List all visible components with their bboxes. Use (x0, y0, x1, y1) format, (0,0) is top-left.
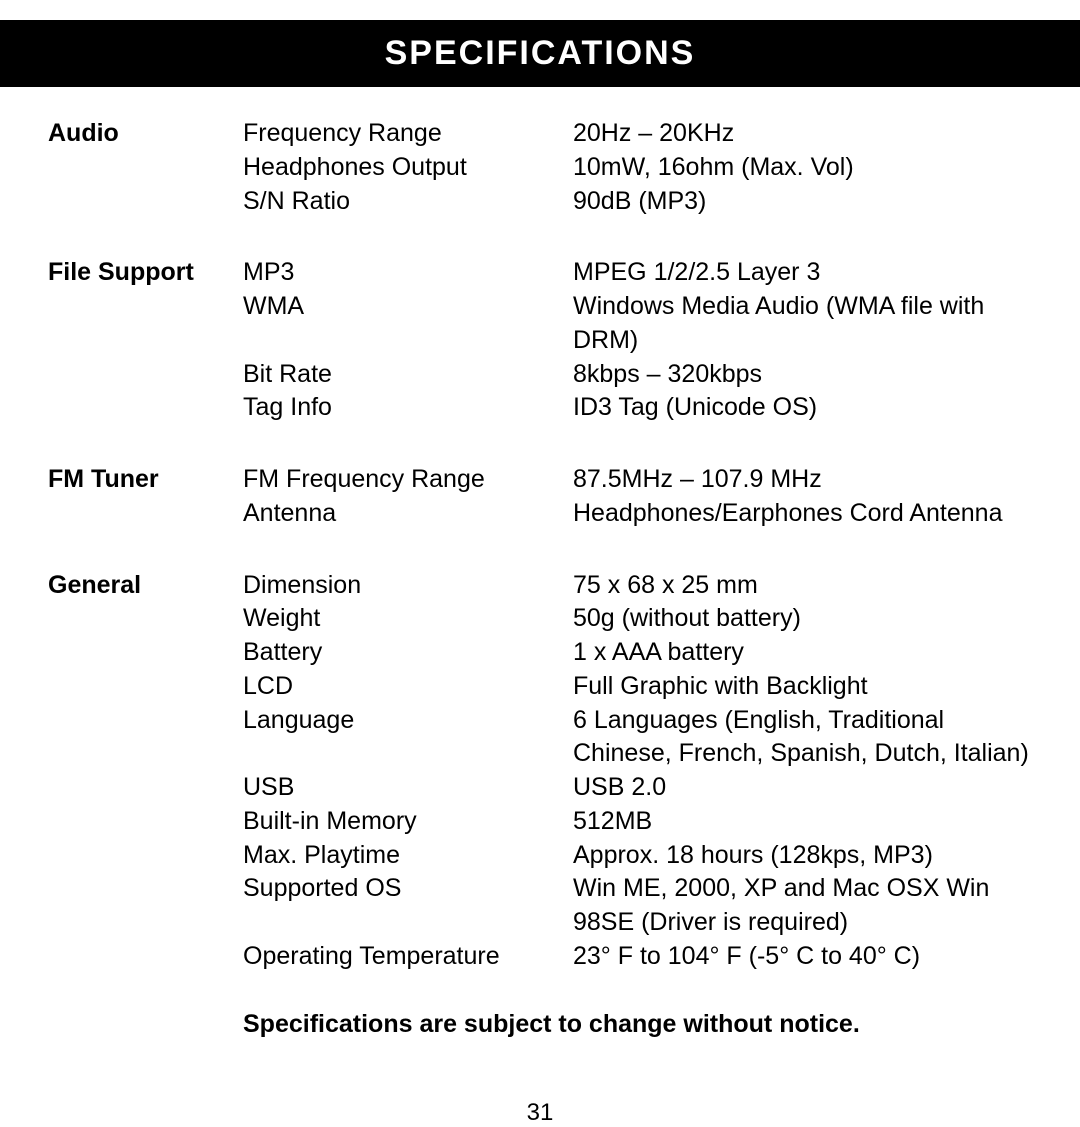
table-row: Headphones Output10mW, 16ohm (Max. Vol) (48, 151, 1032, 185)
param-cell: S/N Ratio (243, 185, 573, 219)
spec-table: AudioFrequency Range20Hz – 20KHzHeadphon… (48, 117, 1032, 974)
param-cell: LCD (243, 670, 573, 704)
value-cell: 512MB (573, 805, 1032, 839)
value-cell: ID3 Tag (Unicode OS) (573, 391, 1032, 425)
page-title-bar: SPECIFICATIONS (0, 20, 1080, 87)
table-row: AntennaHeadphones/Earphones Cord Antenna (48, 497, 1032, 531)
category-cell (48, 636, 243, 670)
value-cell: Win ME, 2000, XP and Mac OSX Win 98SE (D… (573, 872, 1032, 940)
param-cell: Frequency Range (243, 117, 573, 151)
param-cell: MP3 (243, 256, 573, 290)
table-row: Supported OSWin ME, 2000, XP and Mac OSX… (48, 872, 1032, 940)
param-cell: Tag Info (243, 391, 573, 425)
category-cell: General (48, 569, 243, 603)
table-row: Weight50g (without battery) (48, 602, 1032, 636)
value-cell: MPEG 1/2/2.5 Layer 3 (573, 256, 1032, 290)
category-cell (48, 185, 243, 219)
value-cell: 75 x 68 x 25 mm (573, 569, 1032, 603)
table-row: AudioFrequency Range20Hz – 20KHz (48, 117, 1032, 151)
category-cell (48, 290, 243, 358)
category-cell: FM Tuner (48, 463, 243, 497)
page-number: 31 (48, 1039, 1032, 1127)
value-cell: 1 x AAA battery (573, 636, 1032, 670)
category-cell (48, 940, 243, 974)
table-row: GeneralDimension75 x 68 x 25 mm (48, 569, 1032, 603)
value-cell: 50g (without battery) (573, 602, 1032, 636)
category-cell (48, 839, 243, 873)
table-row: S/N Ratio90dB (MP3) (48, 185, 1032, 219)
category-cell (48, 670, 243, 704)
value-cell: 10mW, 16ohm (Max. Vol) (573, 151, 1032, 185)
table-row: Built-in Memory512MB (48, 805, 1032, 839)
spec-content: AudioFrequency Range20Hz – 20KHzHeadphon… (0, 87, 1080, 1127)
value-cell: USB 2.0 (573, 771, 1032, 805)
value-cell: 20Hz – 20KHz (573, 117, 1032, 151)
footer-note: Specifications are subject to change wit… (48, 974, 1032, 1039)
category-cell (48, 391, 243, 425)
param-cell: WMA (243, 290, 573, 358)
param-cell: Built-in Memory (243, 805, 573, 839)
value-cell: 87.5MHz – 107.9 MHz (573, 463, 1032, 497)
value-cell: 90dB (MP3) (573, 185, 1032, 219)
value-cell: Headphones/Earphones Cord Antenna (573, 497, 1032, 531)
category-cell (48, 771, 243, 805)
param-cell: FM Frequency Range (243, 463, 573, 497)
category-cell (48, 872, 243, 940)
table-row: USBUSB 2.0 (48, 771, 1032, 805)
table-row: File SupportMP3MPEG 1/2/2.5 Layer 3 (48, 256, 1032, 290)
category-cell: Audio (48, 117, 243, 151)
value-cell: Windows Media Audio (WMA file with DRM) (573, 290, 1032, 358)
section-gap (48, 531, 1032, 569)
table-row: FM TunerFM Frequency Range87.5MHz – 107.… (48, 463, 1032, 497)
table-row: Operating Temperature23° F to 104° F (-5… (48, 940, 1032, 974)
table-row: Tag InfoID3 Tag (Unicode OS) (48, 391, 1032, 425)
param-cell: Bit Rate (243, 358, 573, 392)
category-cell (48, 497, 243, 531)
table-row: LCDFull Graphic with Backlight (48, 670, 1032, 704)
param-cell: Operating Temperature (243, 940, 573, 974)
param-cell: Dimension (243, 569, 573, 603)
param-cell: Headphones Output (243, 151, 573, 185)
category-cell (48, 151, 243, 185)
param-cell: USB (243, 771, 573, 805)
table-row: Bit Rate8kbps – 320kbps (48, 358, 1032, 392)
param-cell: Battery (243, 636, 573, 670)
page-title: SPECIFICATIONS (385, 34, 696, 72)
param-cell: Weight (243, 602, 573, 636)
param-cell: Language (243, 704, 573, 772)
section-gap (48, 425, 1032, 463)
value-cell: 6 Languages (English, Traditional Chines… (573, 704, 1032, 772)
section-gap (48, 218, 1032, 256)
table-row: Max. PlaytimeApprox. 18 hours (128kps, M… (48, 839, 1032, 873)
table-row: Battery1 x AAA battery (48, 636, 1032, 670)
category-cell (48, 704, 243, 772)
category-cell: File Support (48, 256, 243, 290)
value-cell: Full Graphic with Backlight (573, 670, 1032, 704)
value-cell: Approx. 18 hours (128kps, MP3) (573, 839, 1032, 873)
value-cell: 8kbps – 320kbps (573, 358, 1032, 392)
value-cell: 23° F to 104° F (-5° C to 40° C) (573, 940, 1032, 974)
category-cell (48, 602, 243, 636)
category-cell (48, 358, 243, 392)
param-cell: Max. Playtime (243, 839, 573, 873)
table-row: WMAWindows Media Audio (WMA file with DR… (48, 290, 1032, 358)
param-cell: Antenna (243, 497, 573, 531)
table-row: Language6 Languages (English, Traditiona… (48, 704, 1032, 772)
param-cell: Supported OS (243, 872, 573, 940)
category-cell (48, 805, 243, 839)
